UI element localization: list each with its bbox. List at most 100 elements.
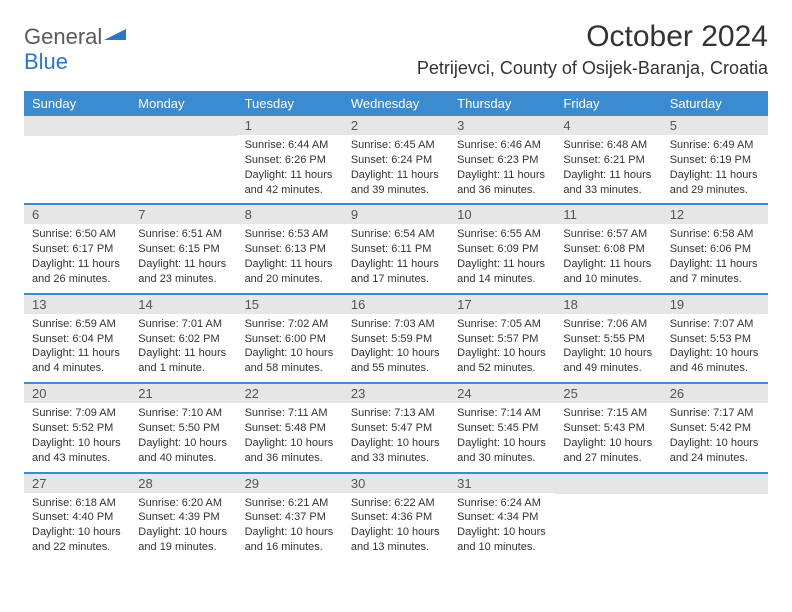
- calendar-cell: 2Sunrise: 6:45 AMSunset: 6:24 PMDaylight…: [343, 116, 449, 203]
- day-header-wed: Wednesday: [343, 91, 449, 116]
- day-content: Sunrise: 6:24 AMSunset: 4:34 PMDaylight:…: [449, 493, 555, 561]
- day-header-fri: Friday: [555, 91, 661, 116]
- logo-triangle-icon: [104, 26, 126, 45]
- day-header-sun: Sunday: [24, 91, 130, 116]
- day-header-mon: Monday: [130, 91, 236, 116]
- day-number: 10: [449, 205, 555, 224]
- calendar-cell: 26Sunrise: 7:17 AMSunset: 5:42 PMDayligh…: [662, 384, 768, 471]
- sunrise-text: Sunrise: 6:22 AM: [351, 496, 441, 511]
- sunrise-text: Sunrise: 6:55 AM: [457, 227, 547, 242]
- sunset-text: Sunset: 5:59 PM: [351, 332, 441, 347]
- daylight-text: Daylight: 10 hours and 22 minutes.: [32, 525, 122, 555]
- calendar-cell: 3Sunrise: 6:46 AMSunset: 6:23 PMDaylight…: [449, 116, 555, 203]
- calendar-cell: 5Sunrise: 6:49 AMSunset: 6:19 PMDaylight…: [662, 116, 768, 203]
- calendar: Sunday Monday Tuesday Wednesday Thursday…: [24, 91, 768, 561]
- sunset-text: Sunset: 6:17 PM: [32, 242, 122, 257]
- calendar-cell: 14Sunrise: 7:01 AMSunset: 6:02 PMDayligh…: [130, 295, 236, 382]
- calendar-cell: 1Sunrise: 6:44 AMSunset: 6:26 PMDaylight…: [237, 116, 343, 203]
- day-number: 1: [237, 116, 343, 135]
- calendar-cell: [662, 474, 768, 561]
- daylight-text: Daylight: 11 hours and 26 minutes.: [32, 257, 122, 287]
- daylight-text: Daylight: 11 hours and 23 minutes.: [138, 257, 228, 287]
- sunset-text: Sunset: 5:43 PM: [563, 421, 653, 436]
- day-content: Sunrise: 7:10 AMSunset: 5:50 PMDaylight:…: [130, 403, 236, 471]
- day-number: 31: [449, 474, 555, 493]
- sunrise-text: Sunrise: 6:58 AM: [670, 227, 760, 242]
- sunset-text: Sunset: 5:52 PM: [32, 421, 122, 436]
- calendar-cell: 27Sunrise: 6:18 AMSunset: 4:40 PMDayligh…: [24, 474, 130, 561]
- sunrise-text: Sunrise: 6:48 AM: [563, 138, 653, 153]
- day-content: Sunrise: 6:44 AMSunset: 6:26 PMDaylight:…: [237, 135, 343, 203]
- daylight-text: Daylight: 10 hours and 36 minutes.: [245, 436, 335, 466]
- day-number: 3: [449, 116, 555, 135]
- day-content: Sunrise: 7:09 AMSunset: 5:52 PMDaylight:…: [24, 403, 130, 471]
- calendar-page: General Blue October 2024 Petrijevci, Co…: [0, 0, 792, 581]
- sunset-text: Sunset: 5:55 PM: [563, 332, 653, 347]
- sunrise-text: Sunrise: 6:18 AM: [32, 496, 122, 511]
- daylight-text: Daylight: 10 hours and 30 minutes.: [457, 436, 547, 466]
- daylight-text: Daylight: 11 hours and 29 minutes.: [670, 168, 760, 198]
- day-content: Sunrise: 6:59 AMSunset: 6:04 PMDaylight:…: [24, 314, 130, 382]
- sunrise-text: Sunrise: 6:21 AM: [245, 496, 335, 511]
- day-number: 20: [24, 384, 130, 403]
- day-number: 8: [237, 205, 343, 224]
- day-header-thu: Thursday: [449, 91, 555, 116]
- calendar-cell: 9Sunrise: 6:54 AMSunset: 6:11 PMDaylight…: [343, 205, 449, 292]
- sunset-text: Sunset: 4:36 PM: [351, 510, 441, 525]
- daylight-text: Daylight: 11 hours and 36 minutes.: [457, 168, 547, 198]
- sunrise-text: Sunrise: 7:06 AM: [563, 317, 653, 332]
- daylight-text: Daylight: 11 hours and 10 minutes.: [563, 257, 653, 287]
- day-header-sat: Saturday: [662, 91, 768, 116]
- sunset-text: Sunset: 6:02 PM: [138, 332, 228, 347]
- sunrise-text: Sunrise: 6:54 AM: [351, 227, 441, 242]
- sunset-text: Sunset: 5:50 PM: [138, 421, 228, 436]
- day-number: 23: [343, 384, 449, 403]
- week-row: 13Sunrise: 6:59 AMSunset: 6:04 PMDayligh…: [24, 293, 768, 382]
- day-number: 9: [343, 205, 449, 224]
- day-content: Sunrise: 7:05 AMSunset: 5:57 PMDaylight:…: [449, 314, 555, 382]
- day-number: 24: [449, 384, 555, 403]
- day-content: Sunrise: 6:57 AMSunset: 6:08 PMDaylight:…: [555, 224, 661, 292]
- calendar-cell: 16Sunrise: 7:03 AMSunset: 5:59 PMDayligh…: [343, 295, 449, 382]
- calendar-cell: 23Sunrise: 7:13 AMSunset: 5:47 PMDayligh…: [343, 384, 449, 471]
- day-number: 6: [24, 205, 130, 224]
- day-number: [555, 474, 661, 494]
- sunrise-text: Sunrise: 6:59 AM: [32, 317, 122, 332]
- day-number: 13: [24, 295, 130, 314]
- sunset-text: Sunset: 6:09 PM: [457, 242, 547, 257]
- calendar-cell: 29Sunrise: 6:21 AMSunset: 4:37 PMDayligh…: [237, 474, 343, 561]
- daylight-text: Daylight: 11 hours and 1 minute.: [138, 346, 228, 376]
- sunrise-text: Sunrise: 7:13 AM: [351, 406, 441, 421]
- day-number: 25: [555, 384, 661, 403]
- day-content: Sunrise: 7:06 AMSunset: 5:55 PMDaylight:…: [555, 314, 661, 382]
- calendar-cell: [130, 116, 236, 203]
- calendar-cell: 10Sunrise: 6:55 AMSunset: 6:09 PMDayligh…: [449, 205, 555, 292]
- daylight-text: Daylight: 10 hours and 24 minutes.: [670, 436, 760, 466]
- sunrise-text: Sunrise: 6:20 AM: [138, 496, 228, 511]
- day-content: Sunrise: 7:14 AMSunset: 5:45 PMDaylight:…: [449, 403, 555, 471]
- day-content: Sunrise: 6:55 AMSunset: 6:09 PMDaylight:…: [449, 224, 555, 292]
- calendar-cell: [555, 474, 661, 561]
- sunset-text: Sunset: 6:06 PM: [670, 242, 760, 257]
- day-content: Sunrise: 7:07 AMSunset: 5:53 PMDaylight:…: [662, 314, 768, 382]
- day-content: Sunrise: 7:02 AMSunset: 6:00 PMDaylight:…: [237, 314, 343, 382]
- sunset-text: Sunset: 6:00 PM: [245, 332, 335, 347]
- day-content: Sunrise: 6:49 AMSunset: 6:19 PMDaylight:…: [662, 135, 768, 203]
- week-row: 1Sunrise: 6:44 AMSunset: 6:26 PMDaylight…: [24, 116, 768, 203]
- sunrise-text: Sunrise: 6:50 AM: [32, 227, 122, 242]
- calendar-cell: 7Sunrise: 6:51 AMSunset: 6:15 PMDaylight…: [130, 205, 236, 292]
- sunrise-text: Sunrise: 7:07 AM: [670, 317, 760, 332]
- day-number: 5: [662, 116, 768, 135]
- day-content: Sunrise: 6:45 AMSunset: 6:24 PMDaylight:…: [343, 135, 449, 203]
- day-content: Sunrise: 6:21 AMSunset: 4:37 PMDaylight:…: [237, 493, 343, 561]
- calendar-cell: 6Sunrise: 6:50 AMSunset: 6:17 PMDaylight…: [24, 205, 130, 292]
- calendar-cell: 25Sunrise: 7:15 AMSunset: 5:43 PMDayligh…: [555, 384, 661, 471]
- day-content: Sunrise: 6:50 AMSunset: 6:17 PMDaylight:…: [24, 224, 130, 292]
- day-number: 4: [555, 116, 661, 135]
- day-content: Sunrise: 7:15 AMSunset: 5:43 PMDaylight:…: [555, 403, 661, 471]
- sunrise-text: Sunrise: 7:09 AM: [32, 406, 122, 421]
- sunset-text: Sunset: 6:08 PM: [563, 242, 653, 257]
- day-content: Sunrise: 6:46 AMSunset: 6:23 PMDaylight:…: [449, 135, 555, 203]
- logo-text: General Blue: [24, 26, 126, 75]
- daylight-text: Daylight: 10 hours and 43 minutes.: [32, 436, 122, 466]
